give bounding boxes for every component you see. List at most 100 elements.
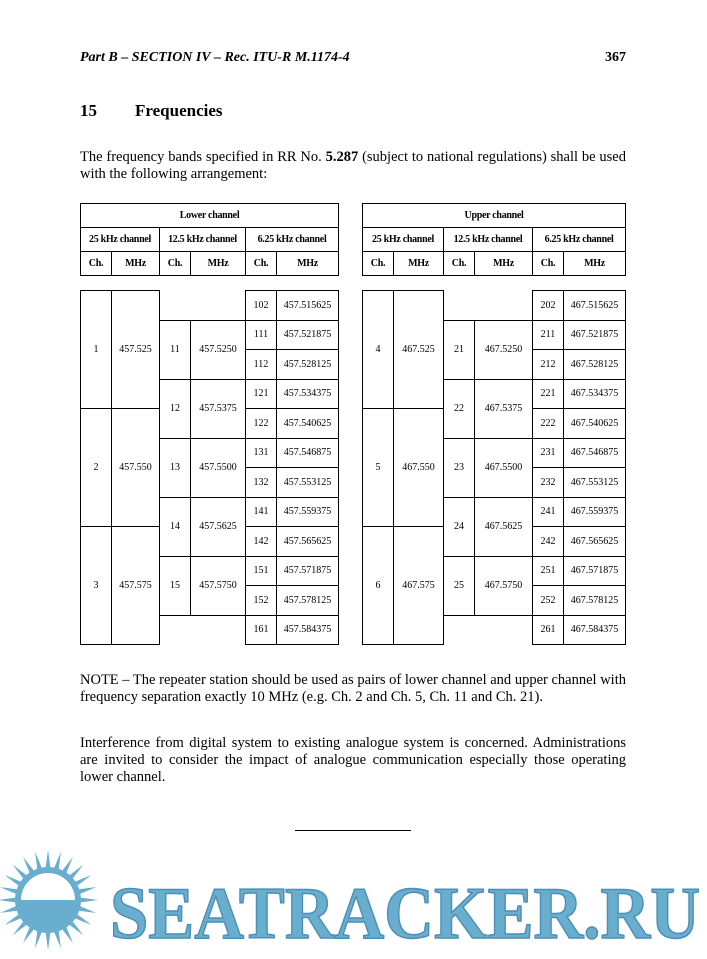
lower-channel-table: 1 457.525 102 457.515625 11 457.5250 111 457.52…: [80, 290, 339, 645]
col-mhz: MHz: [275, 251, 340, 276]
ch625-number: 252: [532, 585, 564, 616]
ch625-number: 242: [532, 526, 564, 557]
ch625-number: 141: [245, 496, 277, 527]
ch125-mhz: 457.5250: [190, 319, 246, 380]
ch625-number: 222: [532, 408, 564, 439]
ch25-mhz: 457.525: [111, 290, 160, 409]
ch125-mhz: 457.5750: [190, 555, 246, 616]
table-row: 5 467.550 222 467.540625: [362, 408, 626, 527]
bandwidth-label: 12.5 kHz channel: [159, 227, 246, 252]
ch625-mhz: 457.565625: [276, 526, 339, 557]
ch125-number: 15: [159, 555, 191, 616]
ch125-mhz: 467.5750: [474, 555, 533, 616]
table-row: 261 467.584375: [363, 614, 626, 645]
intro-paragraph: The frequency bands specified in RR No. …: [80, 149, 626, 183]
ch625-mhz: 467.578125: [563, 585, 626, 616]
col-ch: Ch.: [159, 251, 191, 276]
page-number: 367: [605, 50, 626, 65]
ch625-mhz: 467.559375: [563, 496, 626, 527]
ch625-number: 261: [532, 614, 564, 645]
watermark-logo: SEATRACKER.RU: [0, 850, 701, 956]
ch25-number: 3: [80, 526, 112, 645]
table-row: 1 457.525 102 457.515625: [80, 290, 339, 409]
ch125-number: 11: [159, 319, 191, 380]
ch625-mhz: 467.553125: [563, 467, 626, 498]
ch125-number: 25: [443, 555, 475, 616]
ch625-mhz: 457.559375: [276, 496, 339, 527]
ch625-mhz: 467.546875: [563, 437, 626, 468]
ch625-mhz: 457.534375: [276, 378, 339, 409]
running-title: Part B – SECTION IV – Rec. ITU-R M.1174-…: [80, 50, 350, 65]
ch125-mhz: 457.5500: [190, 437, 246, 498]
table-row: 3 457.575 142 457.565625: [80, 526, 339, 645]
table-row: 24 467.5625 241 467.559375: [363, 496, 626, 557]
body-paragraph: Interference from digital system to exis…: [80, 735, 626, 785]
ch625-number: 102: [245, 290, 277, 321]
ch125-number: 21: [443, 319, 475, 380]
table-row: 12 457.5375 121 457.534375: [81, 378, 339, 439]
ch125-number: 12: [159, 378, 191, 439]
ch625-mhz: 457.584375: [276, 614, 339, 645]
bandwidth-label: 6.25 kHz channel: [531, 227, 627, 252]
ch625-number: 231: [532, 437, 564, 468]
bandwidth-label: 25 kHz channel: [362, 227, 444, 252]
ch625-number: 251: [532, 555, 564, 586]
ch625-mhz: 467.521875: [563, 319, 626, 350]
section-heading: 15 Frequencies: [80, 101, 223, 121]
empty-cell: [191, 291, 246, 321]
col-mhz: MHz: [111, 251, 160, 276]
ch625-mhz: 457.540625: [276, 408, 339, 439]
ch625-mhz: 457.515625: [276, 290, 339, 321]
empty-cell: [475, 615, 533, 645]
ch625-number: 111: [245, 319, 277, 350]
ch25-mhz: 467.525: [393, 290, 444, 409]
ch625-number: 211: [532, 319, 564, 350]
bandwidth-label: 25 kHz channel: [80, 227, 160, 252]
ch125-mhz: 457.5625: [190, 496, 246, 557]
ch125-number: 23: [443, 437, 475, 498]
ch25-mhz: 457.550: [111, 408, 160, 527]
table-row: 212 467.528125: [363, 349, 626, 380]
section-title: Frequencies: [135, 101, 223, 120]
ch625-mhz: 457.578125: [276, 585, 339, 616]
table-row: 4 467.525 202 467.515625: [362, 290, 626, 409]
note-paragraph: NOTE – The repeater station should be us…: [80, 672, 626, 705]
group-label: Upper channel: [361, 203, 627, 228]
ch625-number: 112: [245, 349, 277, 380]
ch625-mhz: 457.528125: [276, 349, 339, 380]
upper-channel-table: 4 467.525 202 467.515625 21 467.5250 211 467.52…: [362, 290, 626, 645]
col-mhz: MHz: [393, 251, 444, 276]
ch625-mhz: 467.584375: [563, 614, 626, 645]
ch625-mhz: 457.546875: [276, 437, 339, 468]
table-row: 252 467.578125: [363, 585, 626, 616]
ch625-number: 232: [532, 467, 564, 498]
ch25-number: 2: [80, 408, 112, 527]
ch125-number: 24: [443, 496, 475, 557]
ch625-mhz: 467.528125: [563, 349, 626, 380]
ch125-mhz: 457.5375: [190, 378, 246, 439]
rr-reference: 5.287: [325, 149, 359, 165]
ch625-number: 152: [245, 585, 277, 616]
table-row: 25 467.5750 251 467.571875: [363, 555, 626, 616]
upper-channel-header-table: Upper channel 25 kHz channel 12.5 kHz chan…: [361, 203, 627, 276]
ch625-number: 122: [245, 408, 277, 439]
ch125-number: 14: [159, 496, 191, 557]
empty-cell: [475, 291, 533, 321]
ch625-number: 202: [532, 290, 564, 321]
ch125-number: 13: [159, 437, 191, 498]
bandwidth-label: 12.5 kHz channel: [443, 227, 533, 252]
col-mhz: MHz: [190, 251, 246, 276]
ch625-mhz: 457.521875: [276, 319, 339, 350]
bandwidth-label: 6.25 kHz channel: [244, 227, 340, 252]
sun-icon: [0, 850, 98, 950]
empty-cell: [160, 291, 191, 321]
ch625-number: 212: [532, 349, 564, 380]
ch625-mhz: 467.571875: [563, 555, 626, 586]
table-row: 21 467.5250 211 467.521875: [363, 319, 626, 380]
ch625-mhz: 467.515625: [563, 290, 626, 321]
table-row: 14 457.5625 141 457.559375: [81, 496, 339, 557]
empty-cell: [191, 615, 246, 645]
col-mhz: MHz: [562, 251, 627, 276]
ch625-mhz: 467.534375: [563, 378, 626, 409]
ch25-mhz: 457.575: [111, 526, 160, 645]
